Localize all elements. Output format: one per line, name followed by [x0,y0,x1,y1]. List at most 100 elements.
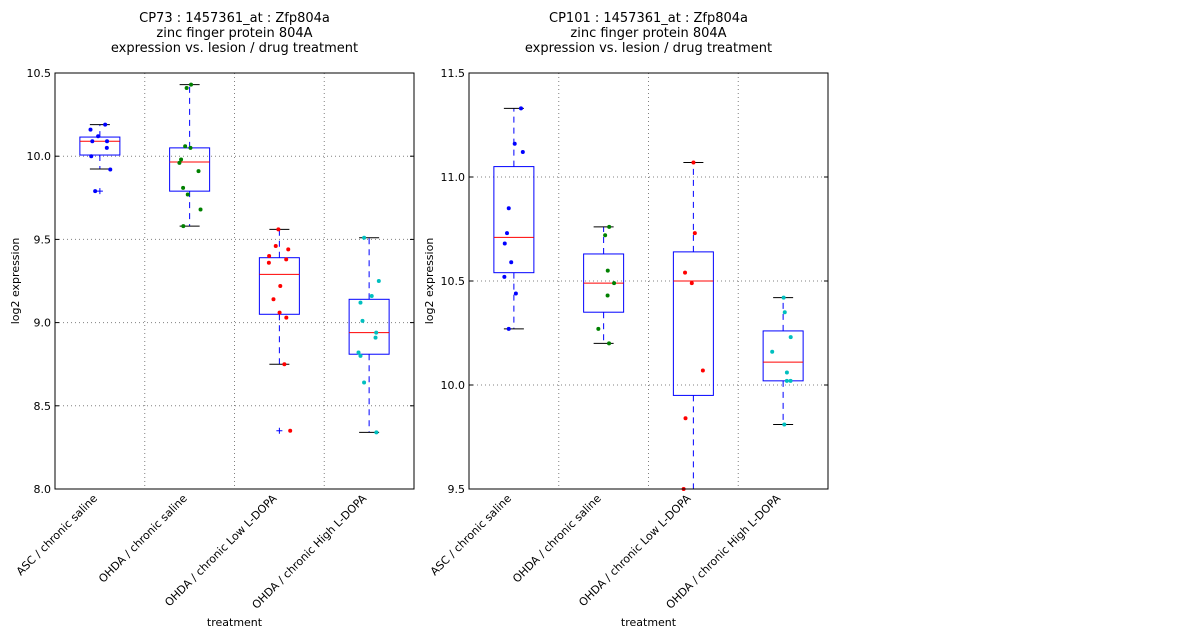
y-tick-label: 10.0 [27,150,52,163]
chart-title-line: zinc finger protein 804A [570,26,726,41]
data-point [288,428,293,433]
data-point [788,335,793,340]
data-point [105,139,110,144]
box-iqr [672,251,714,396]
y-tick-label: 11.0 [441,171,466,184]
data-point [282,362,287,367]
data-point [177,160,182,165]
data-point [513,291,518,296]
y-tick-label: 9.5 [448,483,466,496]
y-tick-label: 8.0 [34,483,52,496]
data-point [358,300,363,305]
data-point [266,260,271,265]
data-point [93,189,98,194]
data-point [196,169,201,174]
box-group [79,124,121,195]
box-iqr [762,330,804,382]
plot-frame [54,72,415,490]
data-point [691,160,696,165]
data-point [605,293,610,298]
chart-title-line: zinc finger protein 804A [156,26,312,41]
x-tick-label: OHDA / chronic saline [510,492,604,586]
box-group [583,226,625,344]
data-point [267,254,272,259]
data-point [683,270,688,275]
box-group [348,237,390,433]
data-point [788,378,793,383]
box-iqr [169,147,211,192]
data-point [273,244,278,249]
box-group [493,107,535,330]
data-point [374,330,379,335]
box-group [762,297,804,426]
data-point [782,422,787,427]
box-iqr [348,298,390,355]
chart-title-line: expression vs. lesion / drug treatment [525,41,772,56]
box-group [672,161,714,490]
box-group [169,84,211,227]
y-tick-label: 8.5 [34,400,52,413]
data-point [782,310,787,315]
outlier-marker [276,427,283,434]
data-point [612,281,617,286]
data-point [700,368,705,373]
data-point [89,154,94,159]
box-iqr [493,166,535,274]
data-point [183,144,188,149]
data-point [356,350,361,355]
data-point [362,235,367,240]
y-tick-label: 10.5 [27,67,52,80]
data-point [781,295,786,300]
data-point [360,318,365,323]
box-iqr [79,136,121,156]
data-point [284,257,289,262]
data-point [198,207,203,212]
data-point [108,167,113,172]
data-point [185,192,190,197]
data-point [286,247,291,252]
data-point [784,370,789,375]
data-point [770,349,775,354]
data-point [188,145,193,150]
data-point [374,430,379,435]
data-point [362,380,367,385]
chart-title-line: expression vs. lesion / drug treatment [111,41,358,56]
data-point [276,227,281,232]
data-point [512,141,517,146]
y-tick-label: 9.5 [34,233,52,246]
data-point [96,134,101,139]
y-axis-label: log2 expression [423,238,436,325]
x-tick-label: OHDA / chronic saline [96,492,190,586]
data-point [376,279,381,283]
data-point [277,310,282,315]
data-point [369,293,374,298]
box-group [258,228,300,434]
data-point [509,260,514,265]
data-point [689,281,694,286]
data-point [189,82,194,87]
y-tick-label: 10.0 [441,379,466,392]
data-point [181,224,186,229]
chart-title-line: CP73 : 1457361_at : Zfp804a [139,11,330,26]
data-point [607,224,612,229]
data-point [683,416,688,421]
data-point [103,122,108,127]
data-point [181,185,186,190]
outlier-marker [96,188,103,195]
data-point [607,341,612,346]
data-point [179,157,184,162]
data-point [373,335,378,340]
x-tick-label: ASC / chronic saline [14,492,100,578]
data-point [284,315,289,320]
data-point [90,139,95,144]
data-point [784,378,789,383]
data-point [502,274,507,279]
data-point [505,231,510,236]
y-tick-label: 9.0 [34,317,52,330]
x-axis-label: treatment [207,616,263,629]
data-point [603,233,608,238]
y-axis-label: log2 expression [9,238,22,325]
